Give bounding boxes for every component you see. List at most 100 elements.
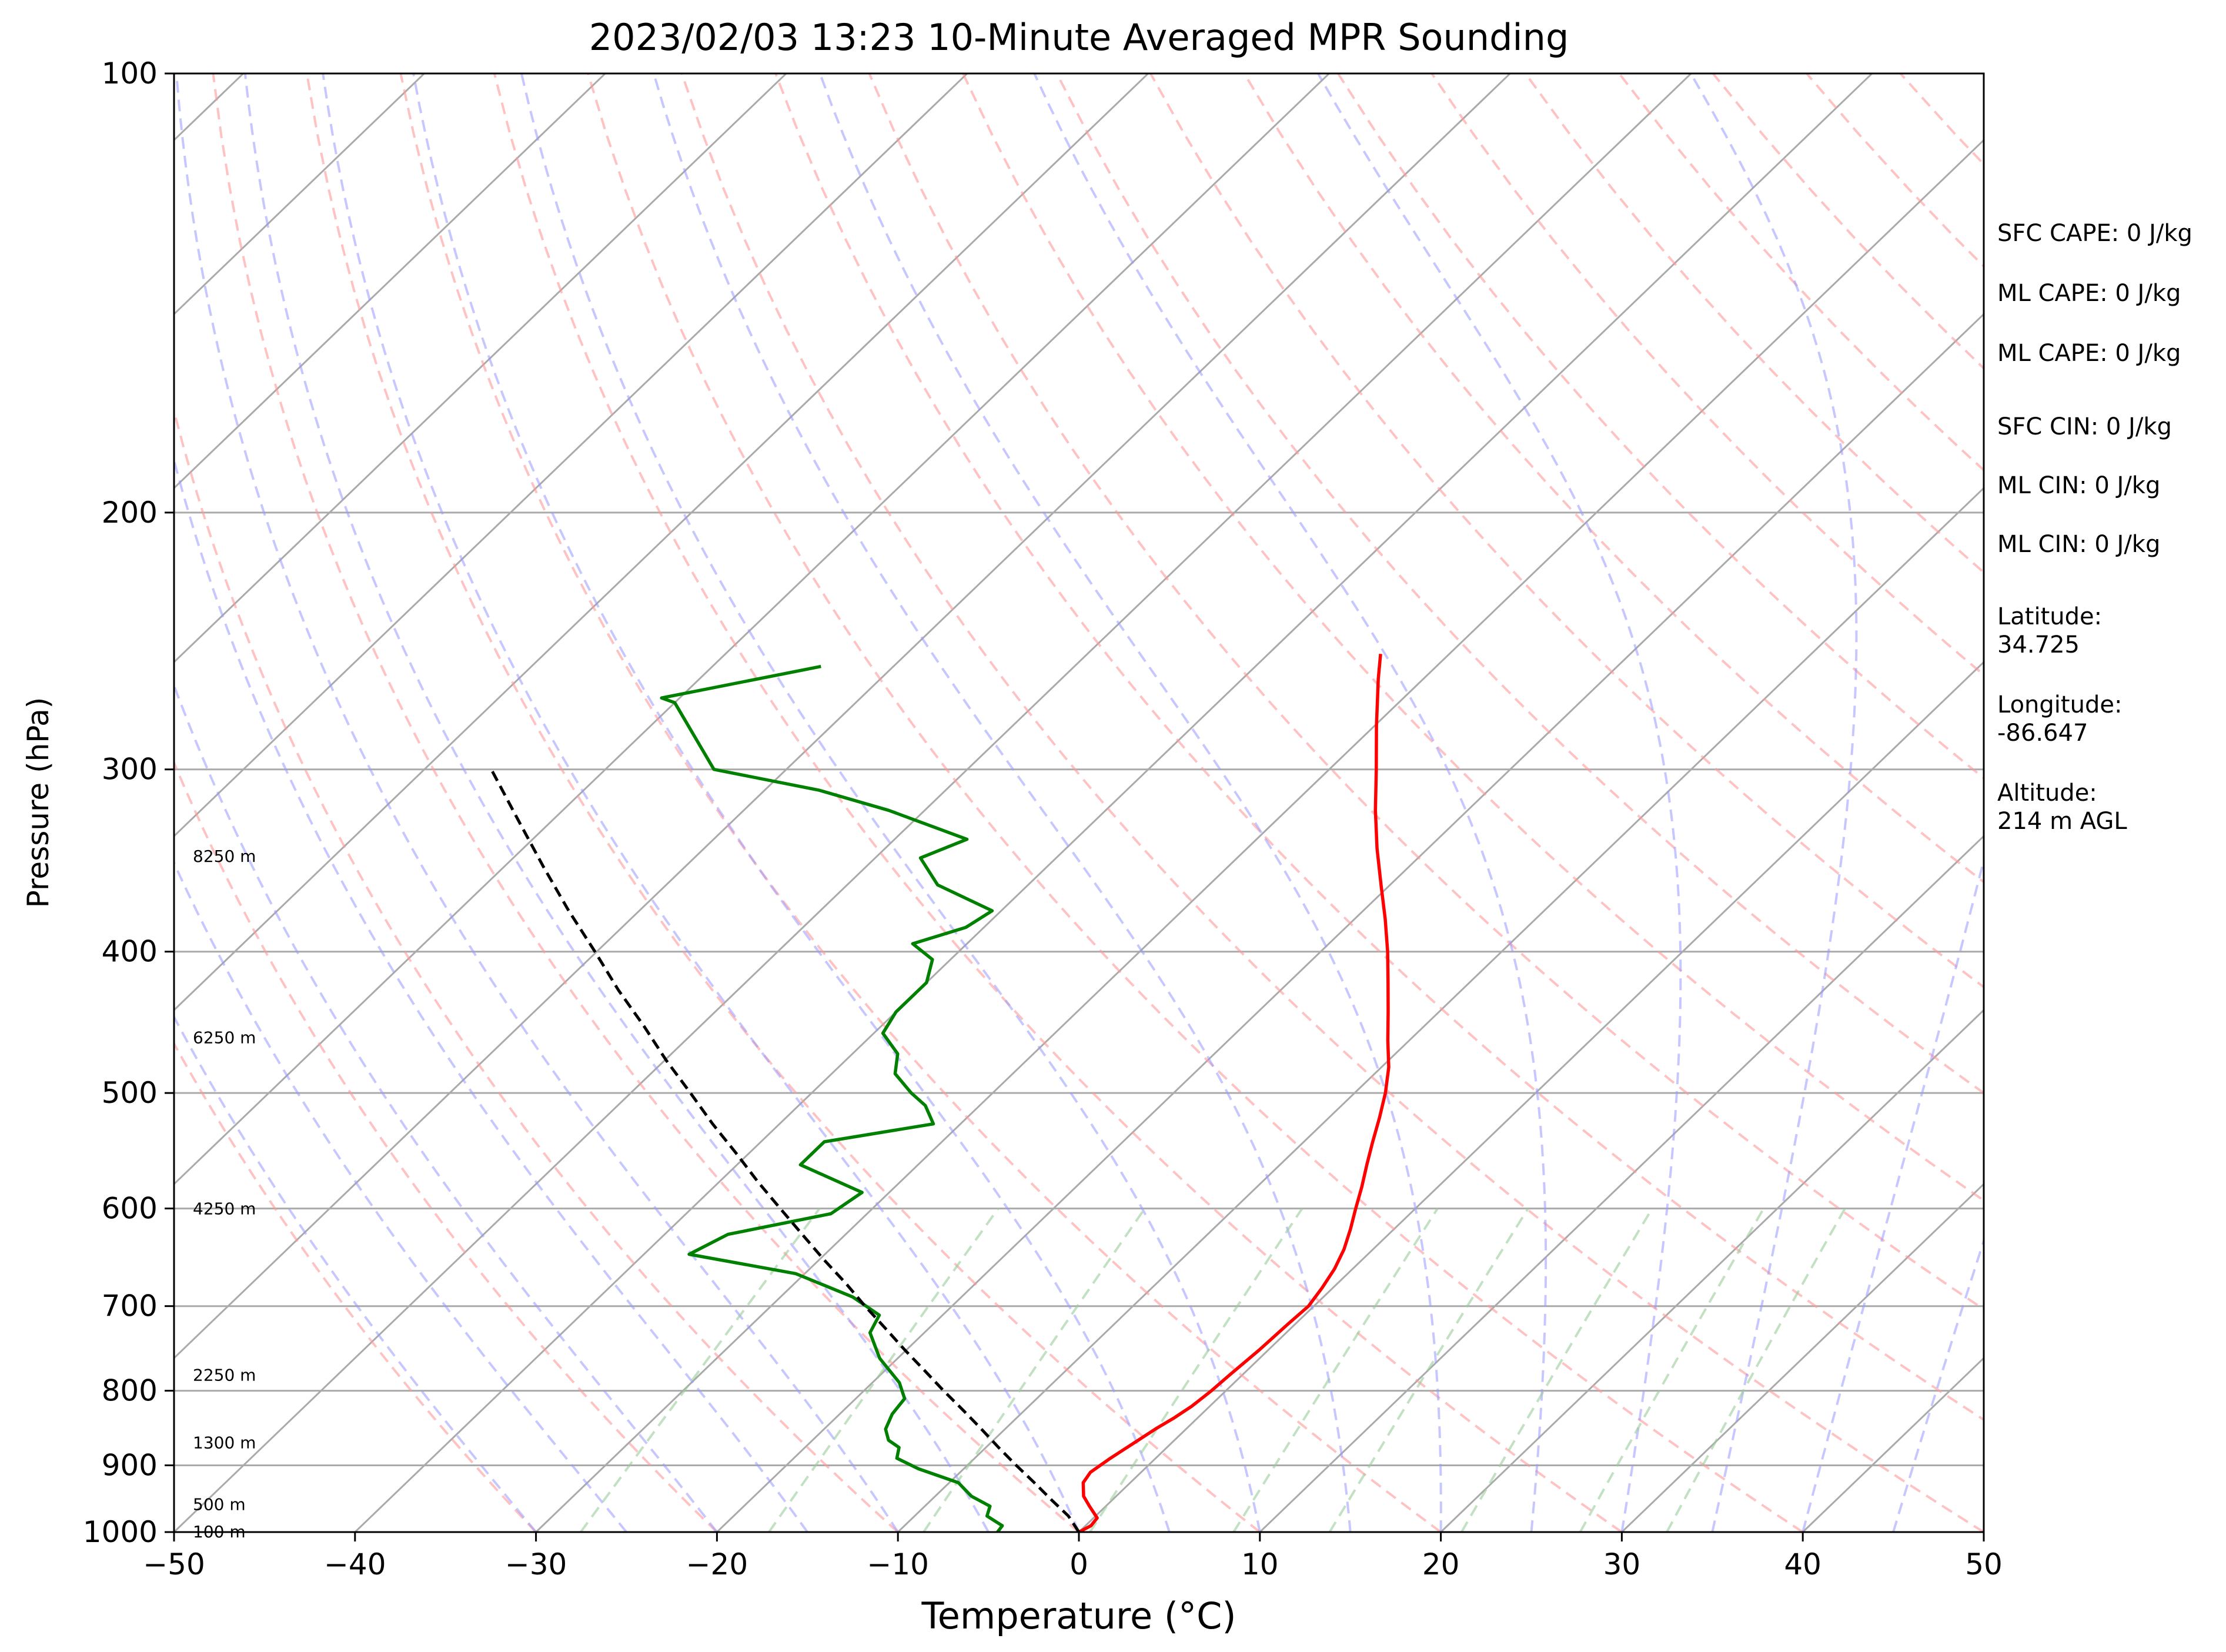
isotherm-line	[354, 73, 1873, 1532]
isotherm-line	[1259, 835, 1984, 1532]
y-tick-label: 400	[102, 935, 158, 969]
y-tick-label: 100	[102, 56, 158, 91]
stat-annotation: ML CIN: 0 J/kg	[1997, 531, 2161, 558]
y-tick-label: 1000	[83, 1515, 158, 1549]
sounding-series	[490, 654, 1391, 1532]
y-tick-label: 700	[102, 1289, 158, 1323]
mixing-ratio-line	[768, 1208, 1000, 1532]
stat-annotation: ML CAPE: 0 J/kg	[1997, 340, 2181, 367]
isotherm-line	[174, 73, 1692, 1532]
parcel-line	[490, 768, 1081, 1532]
isotherm-line	[1440, 1009, 1984, 1532]
y-axis-label: Pressure (hPa)	[21, 697, 55, 908]
dry-adiabat-line	[774, 73, 1984, 1422]
dry-adiabat-line	[174, 406, 899, 1532]
y-tick-label: 200	[102, 496, 158, 530]
isotherm-line	[174, 73, 787, 664]
x-tick-label: 20	[1422, 1547, 1460, 1581]
isotherm-line	[897, 487, 1984, 1532]
dry-adiabat-line	[1430, 73, 1984, 677]
mixing-ratio-lines	[579, 1208, 1846, 1532]
x-axis-label: Temperature (°C)	[921, 1594, 1236, 1637]
stat-annotation: Latitude: 34.725	[1997, 603, 2103, 658]
x-tick-label: −10	[867, 1547, 929, 1581]
x-tick-label: 30	[1603, 1547, 1641, 1581]
isotherm-line	[174, 73, 968, 838]
dry-adiabat-line	[1149, 73, 1984, 989]
stat-annotation: ML CIN: 0 J/kg	[1997, 472, 2161, 499]
dry-adiabat-line	[962, 73, 1984, 1202]
height-label: 500 m	[193, 1495, 246, 1514]
dry-adiabat-lines	[174, 73, 2226, 1532]
x-tick-label: 10	[1241, 1547, 1279, 1581]
isotherm-line	[1621, 1182, 1984, 1532]
isotherm-line	[174, 73, 1330, 1186]
mixing-ratio-line	[1089, 1208, 1303, 1532]
dry-adiabat-line	[399, 73, 1442, 1532]
y-tick-label: 300	[102, 753, 158, 787]
plot-background	[174, 73, 1984, 1532]
moist-adiabat-line	[818, 73, 1442, 1532]
dry-adiabat-line	[174, 760, 718, 1532]
x-tick-label: −50	[143, 1547, 205, 1581]
dry-adiabat-line	[493, 73, 1623, 1532]
dry-adiabat-line	[174, 1041, 537, 1532]
moist-adiabat-line	[1689, 73, 1858, 1532]
isotherm-line	[535, 139, 1984, 1532]
moist-adiabat-line	[1033, 73, 1547, 1532]
mixing-ratio-line	[1579, 1208, 1765, 1532]
isotherm-line	[716, 313, 1984, 1532]
moist-adiabat-lines	[174, 73, 1984, 1532]
stat-annotation: SFC CAPE: 0 J/kg	[1997, 220, 2192, 247]
mixing-ratio-line	[1328, 1208, 1529, 1532]
height-label: 2250 m	[193, 1365, 256, 1385]
stat-annotation: SFC CIN: 0 J/kg	[1997, 413, 2172, 440]
height-label: 1300 m	[193, 1433, 256, 1452]
height-label: 4250 m	[193, 1199, 256, 1219]
isobar-lines	[174, 511, 1984, 1466]
moist-adiabat-line	[322, 73, 1080, 1532]
y-axis-ticks: 100 200 300 400 500 600 700 800 900 1000	[83, 56, 174, 1549]
x-tick-label: −20	[686, 1547, 748, 1581]
dry-adiabat-line	[587, 73, 1804, 1532]
background-lines	[174, 73, 2226, 1532]
moist-adiabat-line	[652, 73, 1352, 1532]
y-tick-label: 900	[102, 1448, 158, 1482]
isotherm-lines	[174, 73, 1984, 1532]
dewpoint-line	[660, 664, 1004, 1532]
y-tick-label: 500	[102, 1076, 158, 1110]
y-tick-label: 800	[102, 1374, 158, 1408]
x-tick-label: 40	[1784, 1547, 1821, 1581]
x-tick-label: 50	[1965, 1547, 2003, 1581]
moist-adiabat-line	[520, 73, 1261, 1532]
dry-adiabat-line	[1243, 73, 1984, 884]
x-tick-label: −30	[505, 1547, 567, 1581]
moist-adiabat-line	[412, 73, 1171, 1532]
x-tick-label: 0	[1069, 1547, 1088, 1581]
mixing-ratio-line	[1232, 1208, 1439, 1532]
dry-adiabat-line	[680, 73, 1984, 1532]
dry-adiabat-line	[212, 73, 1080, 1532]
height-label: 6250 m	[193, 1028, 256, 1048]
chart-title: 2023/02/03 13:23 10-Minute Averaged MPR …	[589, 16, 1569, 59]
height-label: 8250 m	[193, 847, 256, 866]
isotherm-line	[174, 73, 1149, 1012]
isotherm-line	[1078, 661, 1984, 1532]
temperature-line	[1078, 654, 1391, 1532]
moist-adiabat-line	[174, 682, 718, 1532]
mixing-ratio-line	[1666, 1208, 1846, 1532]
stat-annotation: ML CAPE: 0 J/kg	[1997, 280, 2181, 307]
stat-annotation: Longitude: -86.647	[1997, 691, 2123, 747]
x-axis-ticks: −50 −40 −30 −20 −10 0 10 20 30 40 50	[143, 1532, 2003, 1581]
moist-adiabat-line	[175, 73, 899, 1532]
isotherm-line	[174, 73, 1511, 1360]
y-tick-label: 600	[102, 1192, 158, 1226]
moist-adiabat-line	[243, 73, 990, 1532]
mixing-ratio-line	[579, 1208, 821, 1532]
dry-adiabat-line	[305, 73, 1261, 1532]
mixing-ratio-line	[923, 1208, 1146, 1532]
stat-annotation: Altitude: 214 m AGL	[1997, 780, 2127, 835]
dry-adiabat-line	[2182, 73, 2226, 1532]
